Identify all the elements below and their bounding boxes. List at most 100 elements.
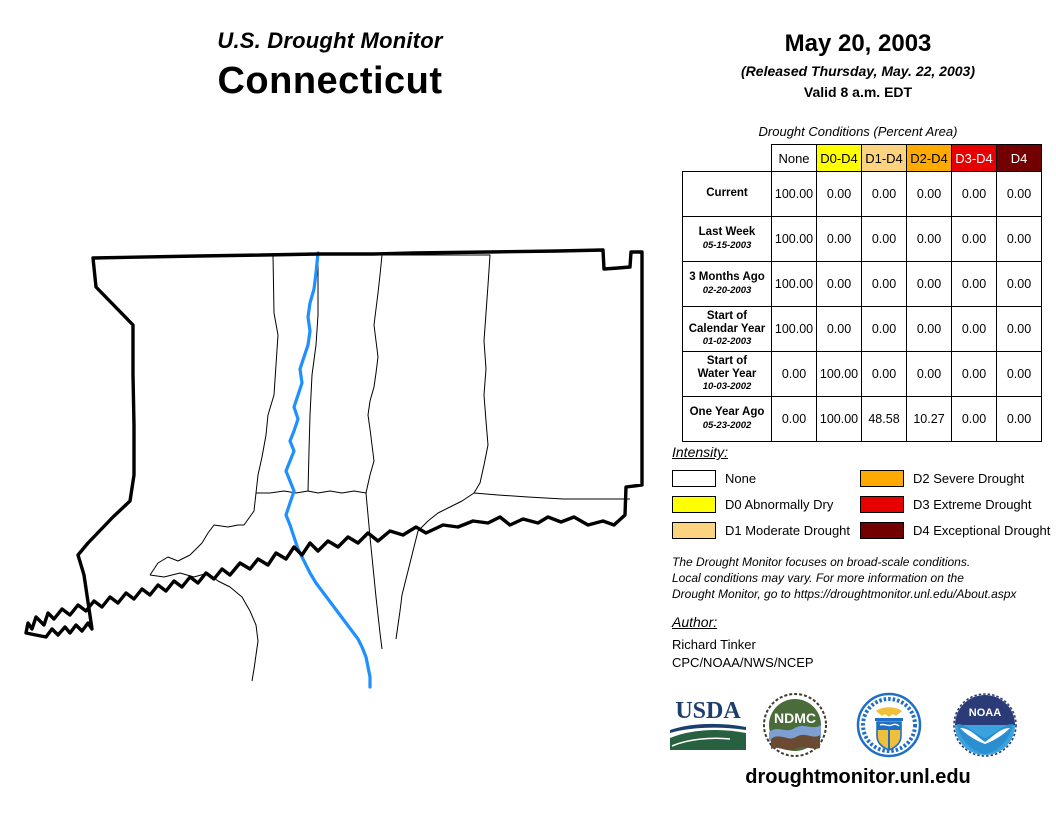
author-name: Richard Tinker xyxy=(672,637,756,652)
legend-swatch xyxy=(672,469,716,487)
table-cell-none: 0.00 xyxy=(771,351,817,397)
table-column-header-d4: D4 xyxy=(996,144,1042,172)
legend-column-left: None D0 Abnormally Dry D1 Moderate Drought xyxy=(672,466,850,544)
legend-swatch xyxy=(672,521,716,539)
table-row-label: Last Week 05-15-2003 xyxy=(682,216,772,262)
table-cell-d1-d4: 0.00 xyxy=(861,351,907,397)
state-title: Connecticut xyxy=(217,60,443,102)
connecticut-river xyxy=(284,251,372,689)
row-label-date: 10-03-2002 xyxy=(702,381,752,393)
row-label-date: 01-02-2003 xyxy=(702,336,752,348)
table-row-label: One Year Ago 05-23-2002 xyxy=(682,396,772,442)
row-label-text: One Year Ago xyxy=(689,406,765,419)
legend-label: D4 Exceptional Drought xyxy=(913,522,1051,538)
table-cell-none: 100.00 xyxy=(771,171,817,217)
table-cell-d4: 0.00 xyxy=(996,306,1042,352)
legend-label: D3 Extreme Drought xyxy=(913,496,1032,512)
table-cell-d1-d4: 48.58 xyxy=(861,396,907,442)
table-cell-none: 100.00 xyxy=(771,216,817,262)
table-column-header-d3-d4: D3-D4 xyxy=(951,144,997,172)
table-row-label: Start of Calendar Year 01-02-2003 xyxy=(682,306,772,352)
disclaimer-line-1: The Drought Monitor focuses on broad-sca… xyxy=(672,555,971,569)
row-label-text: Start of xyxy=(706,354,748,367)
county-boundaries xyxy=(149,254,630,682)
usda-logo-graphic: USDA xyxy=(670,698,746,750)
table-cell-d4: 0.00 xyxy=(996,216,1042,262)
title-block: U.S. Drought Monitor Connecticut xyxy=(0,28,660,103)
table-row-label: Start of Water Year 10-03-2002 xyxy=(682,351,772,397)
table-column-header-none: None xyxy=(771,144,817,172)
table-row: Start of Water Year 10-03-2002 0.00 100.00 0.… xyxy=(682,351,1042,397)
table-cell-d2-d4: 0.00 xyxy=(906,351,952,397)
state-outline xyxy=(24,248,644,639)
intensity-legend-title: Intensity: xyxy=(672,444,729,460)
drought-conditions-table: None D0-D4 D1-D4 D2-D4 D3-D4 D4 Current 100.00… xyxy=(682,144,1042,442)
table-row: 3 Months Ago 02-20-2003 100.00 0.00 0.00 0.00… xyxy=(682,261,1042,307)
connecticut-drought-map[interactable] xyxy=(18,225,658,695)
table-corner-cell xyxy=(683,145,772,172)
legend-item: D0 Abnormally Dry xyxy=(672,492,850,516)
state-area-none xyxy=(26,250,642,637)
row-label-date: 05-15-2003 xyxy=(702,239,752,251)
legend-swatch xyxy=(860,521,904,539)
table-cell-d3-d4: 0.00 xyxy=(951,216,997,262)
legend-item: D4 Exceptional Drought xyxy=(860,518,1050,542)
table-cell-d1-d4: 0.00 xyxy=(861,306,907,352)
author-label: Author: xyxy=(672,614,718,630)
ndmc-logo-graphic: NDMC xyxy=(763,693,827,757)
table-cell-none: 100.00 xyxy=(771,261,817,307)
row-label-date: 05-23-2002 xyxy=(702,419,752,431)
table-cell-d0-d4: 100.00 xyxy=(816,396,862,442)
table-row: Last Week 05-15-2003 100.00 0.00 0.00 0.00 0.0… xyxy=(682,216,1042,262)
disclaimer-line-2: Local conditions may vary. For more info… xyxy=(672,571,964,586)
ndmc-logo[interactable]: NDMC xyxy=(762,692,828,763)
svg-text:USDA: USDA xyxy=(675,698,741,724)
program-title: U.S. Drought Monitor xyxy=(217,28,443,53)
table-cell-d1-d4: 0.00 xyxy=(861,171,907,217)
table-cell-d2-d4: 0.00 xyxy=(906,171,952,217)
table-row: Current 100.00 0.00 0.00 0.00 0.00 0.00 xyxy=(682,171,1042,217)
table-cell-d4: 0.00 xyxy=(996,261,1042,307)
table-column-header-d2-d4: D2-D4 xyxy=(906,144,952,172)
legend-swatch xyxy=(672,495,716,513)
commerce-seal-graphic xyxy=(856,692,922,758)
table-body: Current 100.00 0.00 0.00 0.00 0.00 0.00 Last We… xyxy=(682,171,1042,442)
svg-text:NOAA: NOAA xyxy=(969,707,1001,719)
report-release-date: (Released Thursday, May. 22, 2003) xyxy=(741,63,975,79)
table-cell-d0-d4: 0.00 xyxy=(816,261,862,307)
noaa-logo[interactable]: NOAA xyxy=(952,692,1018,763)
table-column-header-d0-d4: D0-D4 xyxy=(816,144,862,172)
legend-swatch xyxy=(860,469,904,487)
table-cell-none: 100.00 xyxy=(771,306,817,352)
table-row: One Year Ago 05-23-2002 0.00 100.00 48.58 10.… xyxy=(682,396,1042,442)
row-label-text: Water Year xyxy=(697,368,757,381)
table-cell-d0-d4: 100.00 xyxy=(816,351,862,397)
svg-text:NDMC: NDMC xyxy=(774,710,816,726)
table-cell-d0-d4: 0.00 xyxy=(816,171,862,217)
author-block: Richard Tinker CPC/NOAA/NWS/NCEP xyxy=(672,636,814,672)
table-cell-d2-d4: 0.00 xyxy=(906,306,952,352)
site-url[interactable]: droughtmonitor.unl.edu xyxy=(745,766,971,788)
table-caption: Drought Conditions (Percent Area) xyxy=(758,124,958,139)
usda-logo[interactable]: USDA xyxy=(668,692,748,759)
report-header: May 20, 2003 (Released Thursday, May. 22… xyxy=(660,30,1056,100)
row-label-text: Calendar Year xyxy=(688,323,766,336)
author-affiliation: CPC/NOAA/NWS/NCEP xyxy=(672,655,814,671)
table-row-label: 3 Months Ago 02-20-2003 xyxy=(682,261,772,307)
map-state-fill xyxy=(26,250,642,637)
legend-label: D2 Severe Drought xyxy=(913,470,1025,486)
table-cell-d1-d4: 0.00 xyxy=(861,261,907,307)
row-label-text: Last Week xyxy=(698,226,756,239)
table-cell-none: 0.00 xyxy=(771,396,817,442)
legend-label: None xyxy=(725,470,757,486)
legend-item: None xyxy=(672,466,850,490)
legend-item: D2 Severe Drought xyxy=(860,466,1050,490)
row-label-text: Current xyxy=(706,187,748,200)
disclaimer-line-3: Drought Monitor, go to https://droughtmo… xyxy=(672,587,1017,602)
legend-item: D3 Extreme Drought xyxy=(860,492,1050,516)
table-header-row: None D0-D4 D1-D4 D2-D4 D3-D4 D4 xyxy=(683,144,1042,172)
disclaimer-note: The Drought Monitor focuses on broad-sca… xyxy=(672,554,1052,603)
legend-column-right: D2 Severe Drought D3 Extreme Drought D4 Ex… xyxy=(860,466,1050,544)
commerce-seal-logo[interactable] xyxy=(856,692,922,763)
table-cell-d3-d4: 0.00 xyxy=(951,306,997,352)
